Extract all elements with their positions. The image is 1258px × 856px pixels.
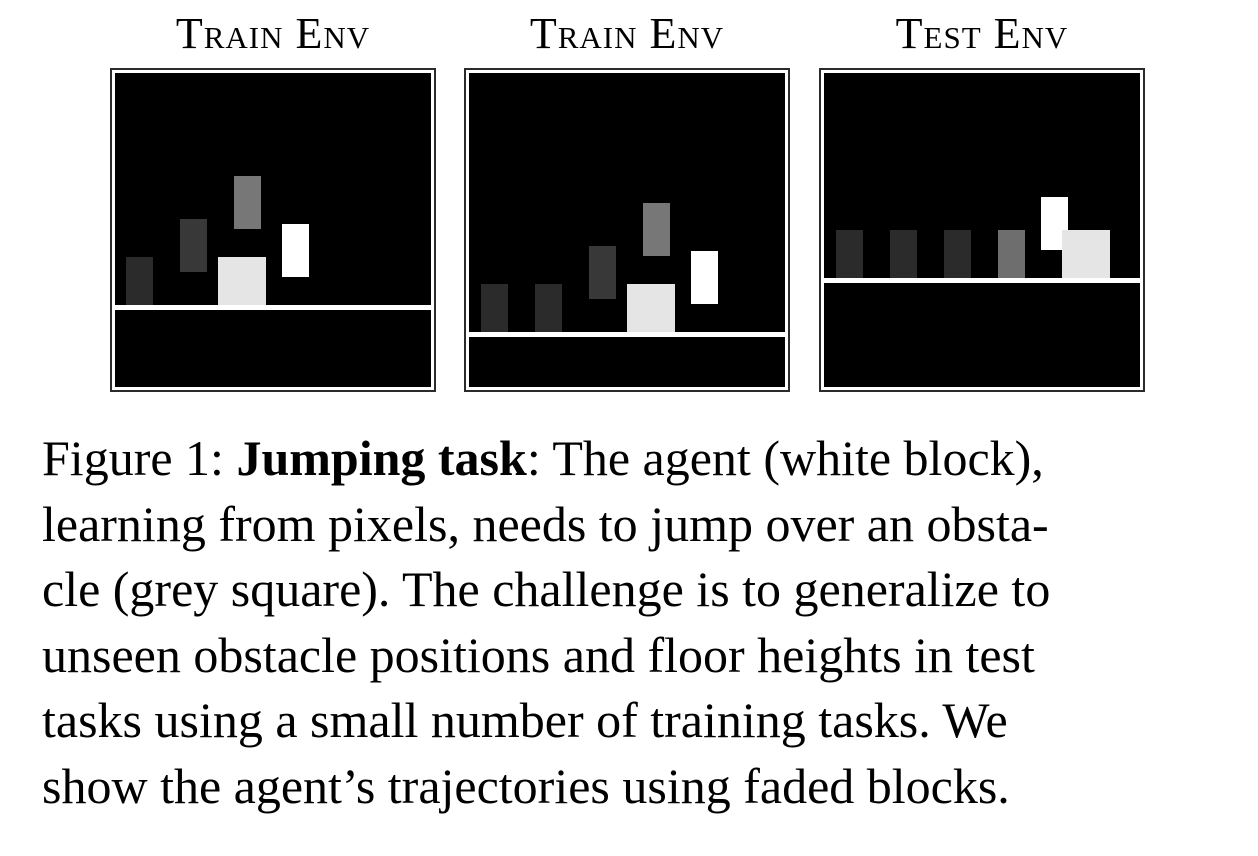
trajectory-block <box>998 230 1025 278</box>
figure-caption: Figure 1: Jumping task: The agent (white… <box>42 426 1242 819</box>
obstacle-block <box>627 284 675 332</box>
panel-title: Train Env <box>175 9 371 58</box>
environment-frame <box>110 68 436 392</box>
caption-line: Figure 1: Jumping task: The agent (white… <box>42 426 1242 492</box>
environment-screen <box>115 73 431 387</box>
caption-line: learning from pixels, needs to jump over… <box>42 495 1049 552</box>
caption-line: show the agent’s trajectories using fade… <box>42 757 1010 814</box>
environment-screen <box>469 73 785 387</box>
floor-line <box>824 278 1140 283</box>
trajectory-block <box>589 246 616 299</box>
environment-screen <box>824 73 1140 387</box>
caption-label: Figure 1: <box>42 430 237 486</box>
caption-line: tasks using a small number of training t… <box>42 692 1008 748</box>
obstacle-block <box>218 257 266 305</box>
caption-line: unseen obstacle positions and floor heig… <box>42 626 1035 683</box>
floor-line <box>115 305 431 310</box>
panel-title: Train Env <box>529 9 725 58</box>
trajectory-block <box>944 230 971 278</box>
trajectory-block <box>836 230 863 278</box>
trajectory-block <box>126 257 153 305</box>
agent-block <box>282 224 309 277</box>
caption-line: cle (grey square). The challenge is to g… <box>42 561 1051 617</box>
trajectory-block <box>180 219 207 272</box>
trajectory-block <box>234 176 261 229</box>
panel-title: Test Env <box>895 9 1069 58</box>
environment-frame <box>464 68 790 392</box>
caption-bold-term: Jumping task <box>236 430 527 486</box>
obstacle-block <box>1062 230 1110 278</box>
caption-first-line-text: : The agent (white block), <box>526 430 1044 486</box>
trajectory-block <box>481 284 508 332</box>
trajectory-block <box>890 230 917 278</box>
environment-frame <box>819 68 1145 392</box>
agent-block <box>691 251 718 304</box>
trajectory-block <box>643 203 670 256</box>
floor-line <box>469 332 785 337</box>
trajectory-block <box>535 284 562 332</box>
